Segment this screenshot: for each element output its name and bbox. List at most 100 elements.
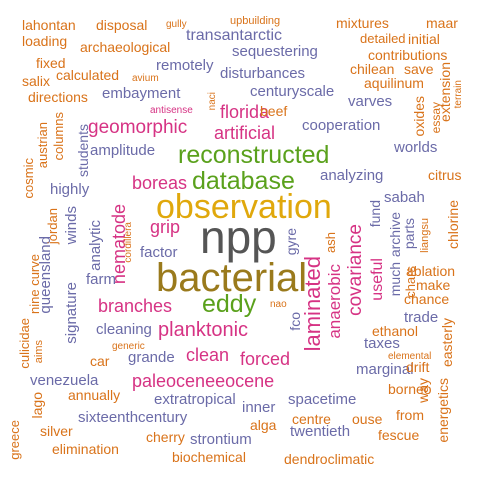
word-ouse: ouse — [352, 411, 383, 427]
word-centuryscale: centuryscale — [250, 83, 335, 100]
word-antisense: antisense — [150, 105, 193, 116]
word-fescue: fescue — [378, 427, 420, 443]
word-sequestering: sequestering — [232, 43, 318, 60]
word-ablation: ablation — [406, 263, 456, 279]
word-oxides: oxides — [411, 96, 427, 137]
word-branches: branches — [98, 296, 173, 316]
word-factor: factor — [140, 244, 178, 261]
word-clean: clean — [186, 345, 230, 365]
word-forced: forced — [240, 349, 291, 369]
word-jordan: jordan — [45, 208, 60, 245]
word-archaeological: archaeological — [80, 39, 171, 55]
word-chilean: chilean — [350, 61, 395, 77]
word-amplitude: amplitude — [90, 142, 156, 159]
word-alga: alga — [250, 417, 277, 433]
word-loading: loading — [22, 33, 68, 49]
word-analytic: analytic — [87, 220, 104, 271]
word-cooperation: cooperation — [302, 117, 381, 134]
word-beef: beef — [260, 103, 288, 119]
word-sixteenthcentury: sixteenthcentury — [78, 409, 188, 426]
word-maar: maar — [426, 15, 458, 31]
word-essay: essay — [429, 102, 443, 134]
word-borneo: borneo — [388, 381, 432, 397]
word-car: car — [90, 353, 110, 369]
word-venezuela: venezuela — [30, 372, 99, 389]
word-geomorphic: geomorphic — [88, 117, 188, 138]
word-cordillera: cordillera — [123, 222, 134, 263]
word-much: much — [387, 262, 403, 297]
word-contributions: contributions — [368, 47, 448, 63]
word-avium: avium — [132, 73, 159, 84]
word-reconstructed: reconstructed — [178, 141, 330, 169]
word-annually: annually — [68, 387, 121, 403]
word-anaerobic: anaerobic — [325, 264, 344, 339]
word-inner: inner — [242, 399, 276, 416]
word-dendroclimatic: dendroclimatic — [284, 451, 375, 467]
word-salix: salix — [22, 73, 51, 89]
word-biochemical: biochemical — [172, 449, 246, 465]
word-easterly: easterly — [439, 318, 455, 368]
word-citrus: citrus — [428, 167, 462, 183]
word-nine-curve: nine curve — [27, 254, 42, 314]
word-drift: drift — [406, 359, 430, 375]
word-fund: fund — [367, 200, 383, 228]
word-strontium: strontium — [190, 431, 252, 448]
word-artificial: artificial — [214, 123, 276, 143]
word-varves: varves — [348, 93, 393, 110]
word-from: from — [396, 407, 424, 423]
word-cherry: cherry — [146, 429, 185, 445]
word-liangsu: liangsu — [419, 218, 431, 253]
word-florida: florida — [220, 102, 270, 122]
word-database: database — [192, 167, 295, 195]
word-trade: trade — [404, 309, 439, 326]
word-fixed: fixed — [36, 55, 66, 71]
word-initial: initial — [408, 31, 440, 47]
word-cosmic: cosmic — [21, 158, 36, 199]
word-greece: greece — [7, 420, 22, 460]
word-students: students — [75, 124, 91, 177]
word-aquilinum: aquilinum — [364, 75, 424, 91]
word-bacterial: bacterial — [156, 256, 308, 300]
word-gully: gully — [166, 19, 187, 30]
word-highly: highly — [50, 181, 90, 198]
word-grande: grande — [128, 349, 175, 366]
word-chlorine: chlorine — [445, 200, 461, 250]
word-calculated: calculated — [56, 67, 120, 83]
word-spacetime: spacetime — [288, 391, 357, 408]
word-planktonic: planktonic — [158, 319, 249, 341]
word-austrian: austrian — [35, 122, 50, 169]
word-nao: nao — [270, 299, 287, 310]
word-boreas: boreas — [132, 173, 188, 193]
word-directions: directions — [28, 89, 88, 105]
word-covariance: covariance — [345, 224, 366, 316]
word-naci: naci — [207, 92, 218, 111]
word-useful: useful — [369, 258, 386, 301]
word-parts: parts — [401, 218, 417, 250]
word-mixtures: mixtures — [336, 15, 389, 31]
word-generic: generic — [112, 341, 145, 352]
word-chance: chance — [404, 291, 450, 307]
word-lahontan: lahontan — [22, 17, 76, 33]
word-signature: signature — [63, 282, 80, 344]
word-aims: aims — [33, 340, 45, 364]
word-save: save — [404, 61, 434, 77]
word-observation: observation — [156, 188, 332, 226]
word-winds: winds — [63, 206, 80, 245]
word-npp: npp — [200, 211, 277, 263]
word-gyre: gyre — [283, 228, 299, 256]
word-remotely: remotely — [156, 57, 214, 74]
word-detailed: detailed — [360, 31, 406, 46]
word-archive: archive — [387, 212, 403, 258]
word-transantarctic: transantarctic — [186, 27, 283, 44]
word-paleoceneeocene: paleoceneeocene — [132, 371, 275, 391]
word-ethanol: ethanol — [372, 323, 418, 339]
word-cleaning: cleaning — [96, 321, 152, 338]
word-culicidae: culicidae — [17, 318, 32, 369]
word-extratropical: extratropical — [154, 391, 236, 408]
word-analyzing: analyzing — [320, 167, 384, 184]
word-energetics: energetics — [435, 378, 451, 443]
word-centre: centre — [292, 411, 331, 427]
word-terrain: terrain — [453, 80, 464, 109]
word-farm: farm — [86, 271, 116, 288]
